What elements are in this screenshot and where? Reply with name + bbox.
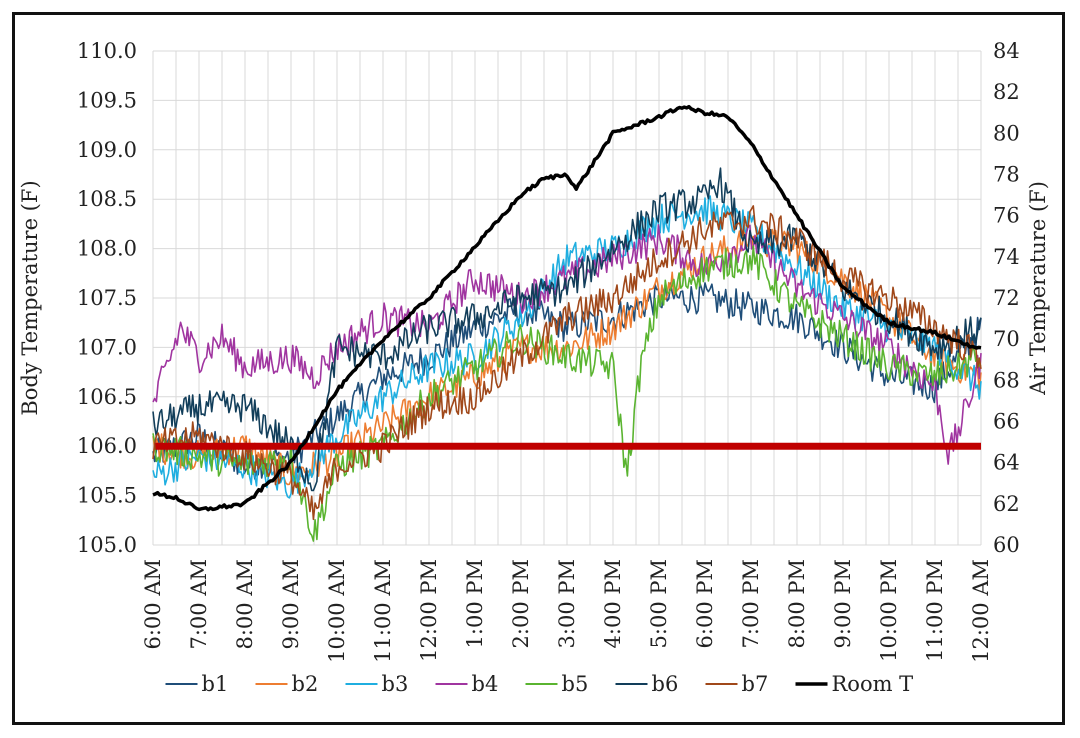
y2-tick-label: 80 [993,121,1020,145]
series-line-b4 [152,224,982,465]
y-tick-label: 109.5 [77,88,137,112]
x-tick-label: 6:00 AM [141,559,165,650]
legend-label-b3: b3 [382,672,409,696]
y-tick-label: 107.0 [77,335,137,359]
x-tick-label: 12:00 AM [969,559,993,663]
chart-svg: 105.0 105.5 106.0 106.5 107.0 107.5 108.0 108.5… [18,39,1050,696]
x-tick-label: 10:00 AM [325,559,349,663]
x-tick-label: 11:00 PM [923,559,947,662]
y2-tick-label: 82 [993,80,1020,104]
x-tick-label: 10:00 PM [877,559,901,662]
y-ticks: 105.0 105.5 106.0 106.5 107.0 107.5 108.0 108.5… [77,39,137,557]
y-axis-title: Body Temperature (F) [18,180,42,415]
y-tick-label: 107.5 [77,286,137,310]
x-tick-label: 1:00 PM [463,559,487,648]
x-tick-label: 9:00 AM [279,559,303,650]
y2-tick-label: 72 [993,286,1020,310]
y2-tick-label: 62 [993,492,1020,516]
x-tick-label: 9:00 PM [831,559,855,648]
x-tick-label: 12:00 PM [417,559,441,662]
y-tick-label: 106.5 [77,385,137,409]
y2-axis-title: Air Temperature (F) [1026,181,1050,396]
y2-ticks: 60 62 64 66 68 70 72 74 76 78 80 82 84 [993,39,1020,557]
legend-label-b4: b4 [472,672,499,696]
y-tick-label: 105.5 [77,484,137,508]
y-tick-label: 108.0 [77,237,137,261]
x-tick-label: 7:00 AM [187,559,211,650]
y2-tick-label: 66 [993,410,1020,434]
legend-label-b1: b1 [202,672,229,696]
series-line-b7 [152,205,982,521]
x-tick-label: 8:00 PM [785,559,809,648]
chart-frame: 105.0 105.5 106.0 106.5 107.0 107.5 108.0 108.5… [12,12,1065,725]
x-ticks: 6:00 AM 7:00 AM 8:00 AM 9:00 AM 10:00 AM 11:0… [141,559,993,663]
y-tick-label: 110.0 [77,39,137,63]
x-tick-label: 4:00 PM [601,559,625,648]
y-tick-label: 106.0 [77,434,137,458]
legend-label-b7: b7 [742,672,769,696]
y2-tick-label: 60 [993,533,1020,557]
y-tick-label: 109.0 [77,138,137,162]
y2-tick-label: 78 [993,163,1020,187]
y2-tick-label: 74 [993,245,1020,269]
y2-tick-label: 68 [993,368,1020,392]
series-line-b6 [152,167,982,492]
x-tick-label: 3:00 PM [555,559,579,648]
series-layer [152,104,982,542]
legend-label-b5: b5 [562,672,589,696]
x-tick-label: 8:00 AM [233,559,257,650]
legend-label-b6: b6 [652,672,679,696]
grid [152,50,982,546]
x-tick-label: 5:00 PM [647,559,671,648]
legend-label-b2: b2 [292,672,319,696]
y-tick-label: 108.5 [77,187,137,211]
x-tick-label: 2:00 PM [509,559,533,648]
y2-tick-label: 64 [993,451,1020,475]
x-tick-label: 11:00 AM [371,559,395,663]
legend: b1 b2 b3 b4 b5 b6 b7 Room T [165,672,914,696]
y2-tick-label: 70 [993,327,1020,351]
y2-tick-label: 76 [993,204,1020,228]
y-tick-label: 105.0 [77,533,137,557]
y2-tick-label: 84 [993,39,1020,63]
x-tick-label: 6:00 PM [693,559,717,648]
x-tick-label: 7:00 PM [739,559,763,648]
legend-label-room-t: Room T [832,672,914,696]
series-line-room-t [152,104,982,512]
